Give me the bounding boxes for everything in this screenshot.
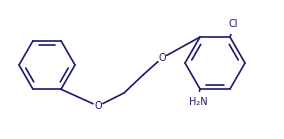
Text: H₂N: H₂N	[189, 97, 207, 107]
Text: O: O	[94, 101, 102, 111]
Text: Cl: Cl	[228, 19, 238, 29]
Text: O: O	[158, 53, 166, 63]
